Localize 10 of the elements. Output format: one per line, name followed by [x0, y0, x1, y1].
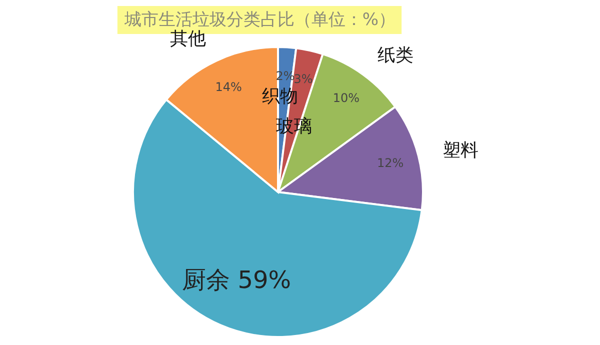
slice-label: 其他 [170, 28, 206, 50]
data-label: 12% [377, 156, 404, 170]
slice-label: 塑料 [442, 140, 478, 161]
slice-label: 厨余 [182, 266, 238, 294]
data-label: 14% [215, 80, 242, 94]
data-label: 59% [238, 266, 292, 294]
data-label: 10% [332, 91, 360, 106]
chart-title: 城市生活垃圾分类占比（单位：%） [123, 10, 396, 30]
slice-label: 纸类 [378, 44, 414, 66]
data-label: 3% [294, 72, 313, 86]
